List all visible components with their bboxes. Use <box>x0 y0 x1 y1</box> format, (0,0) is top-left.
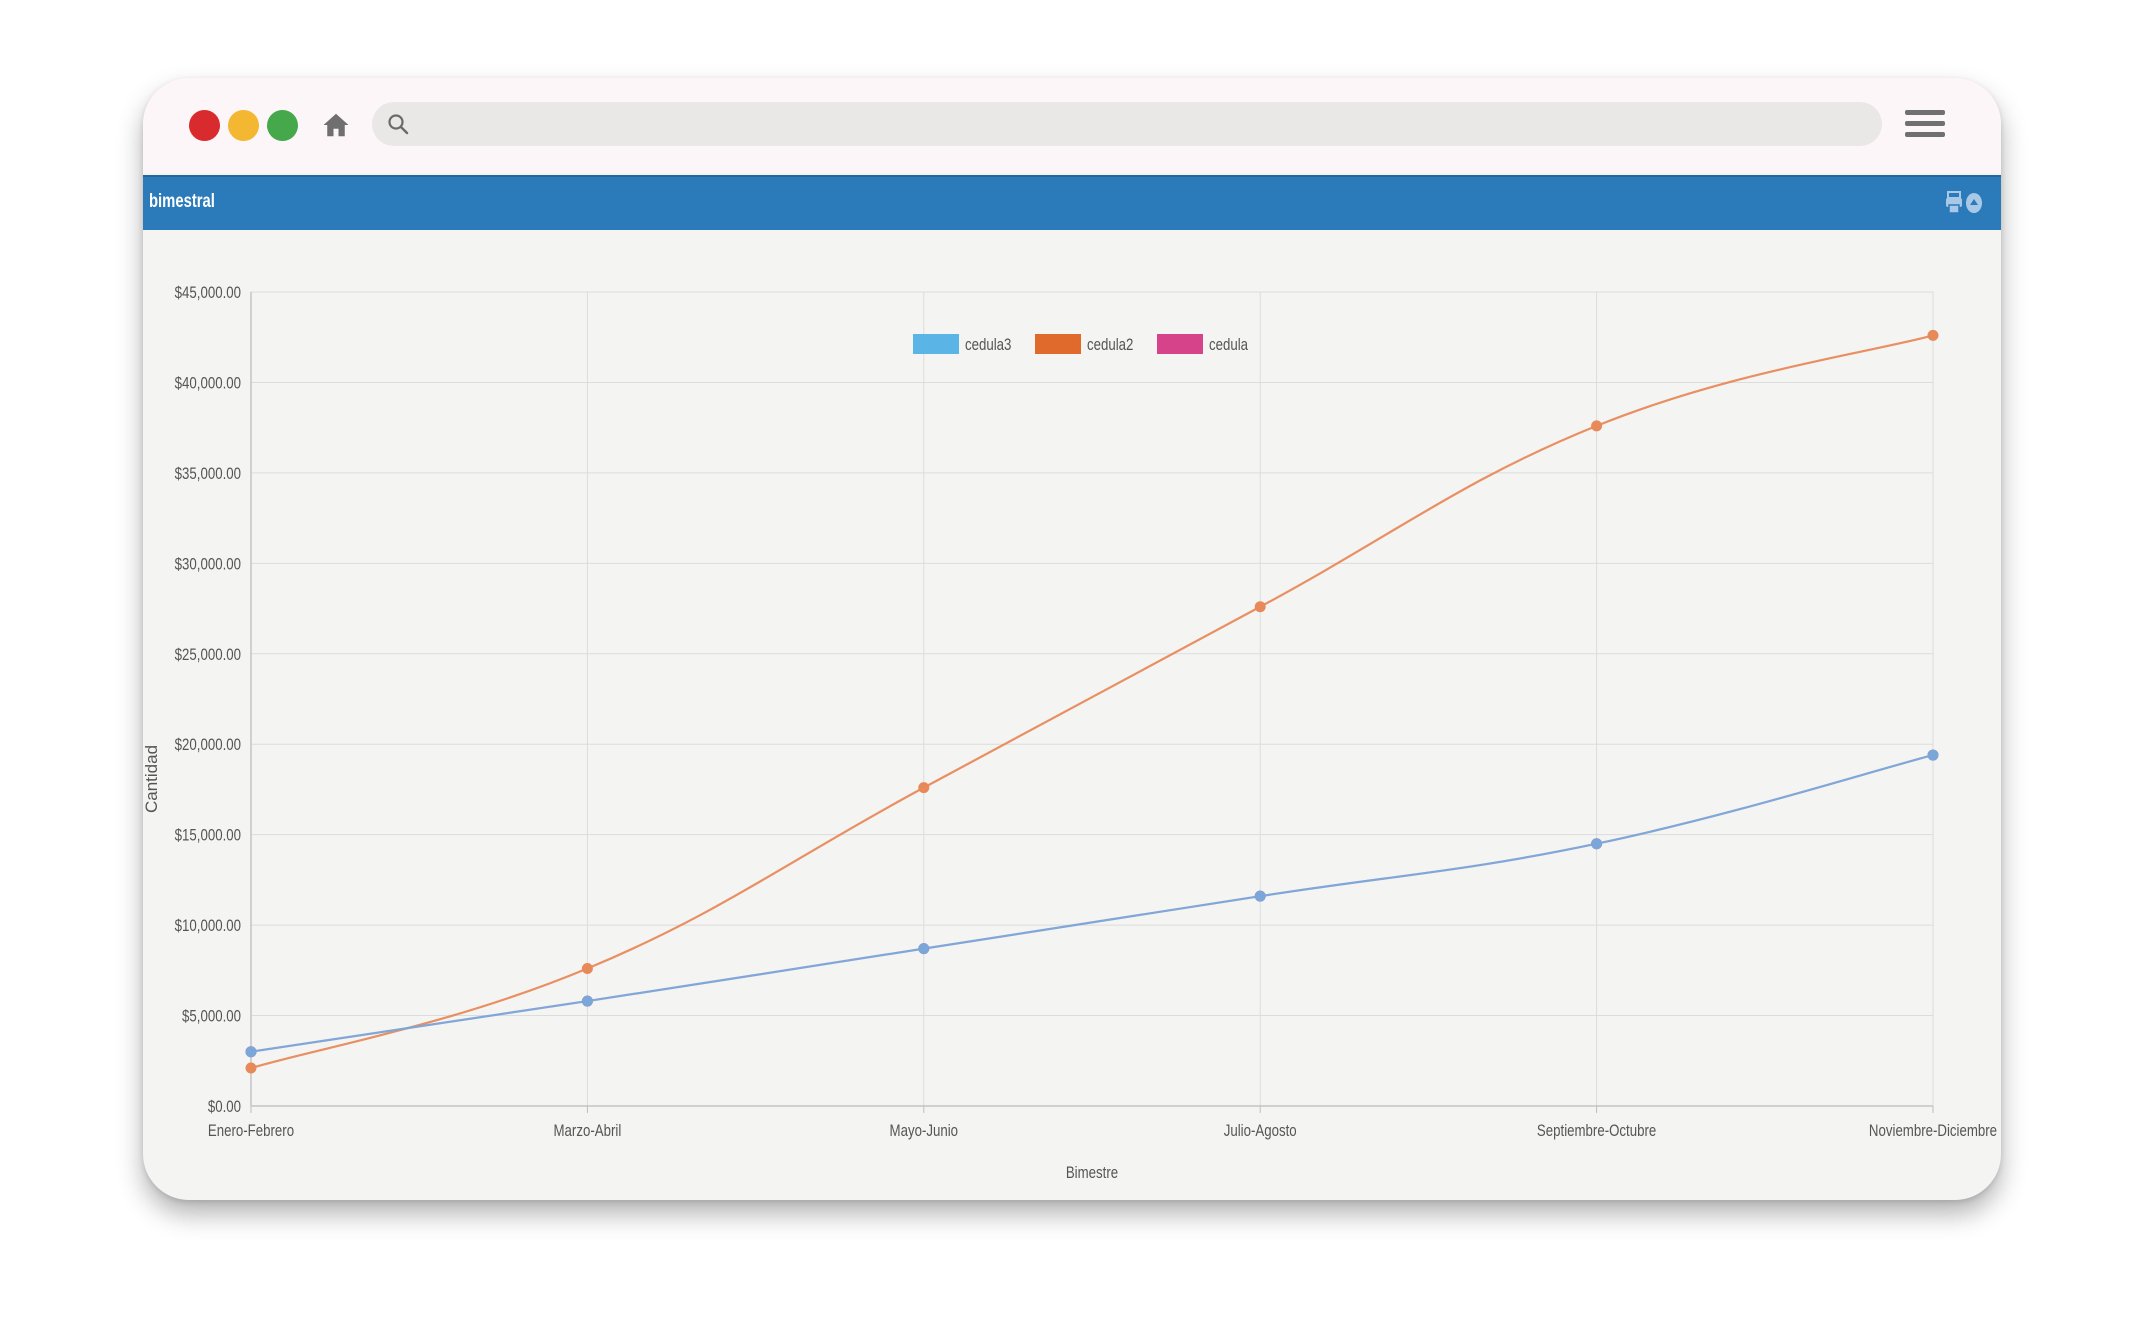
legend-swatch-cedula[interactable] <box>1157 334 1203 354</box>
x-tick-label: Julio-Agosto <box>1224 1122 1297 1141</box>
y-tick-label: $25,000.00 <box>175 645 241 664</box>
print-icon[interactable] <box>1944 190 1964 216</box>
data-point-cedula2[interactable] <box>1591 420 1603 432</box>
search-icon <box>388 114 409 135</box>
data-point-cedula3[interactable] <box>918 943 930 955</box>
line-chart: $0.00 $5,000.00 $10,000.00 $15,000.00 $20,00… <box>143 284 1997 1183</box>
data-point-cedula3[interactable] <box>581 995 593 1007</box>
y-tick-label: $20,000.00 <box>175 736 241 755</box>
y-tick-label: $40,000.00 <box>175 374 241 393</box>
y-axis-title: Cantidad <box>143 745 161 813</box>
data-point-cedula2[interactable] <box>245 1062 257 1074</box>
y-tick-label: $45,000.00 <box>175 284 241 303</box>
x-tick-label: Mayo-Junio <box>890 1122 958 1141</box>
series-line-cedula3 <box>250 754 1934 1053</box>
series-line-cedula <box>250 754 1934 1053</box>
data-point-cedula2[interactable] <box>1254 601 1266 613</box>
address-bar[interactable] <box>372 102 1882 146</box>
series-line-cedula2 <box>250 334 1934 1070</box>
menu-icon[interactable] <box>1905 108 1945 140</box>
panel-title: bimestral <box>149 191 215 212</box>
legend-label-cedula2[interactable]: cedula2 <box>1087 336 1133 355</box>
y-tick-label: $5,000.00 <box>182 1007 241 1026</box>
chart-series <box>245 329 1939 1074</box>
chart-axes: $0.00 $5,000.00 $10,000.00 $15,000.00 $20,00… <box>175 284 1997 1141</box>
legend-swatch-cedula2[interactable] <box>1035 334 1081 354</box>
y-tick-label: $15,000.00 <box>175 826 241 845</box>
y-tick-label: $35,000.00 <box>175 464 241 483</box>
chart-legend: cedula3 cedula2 cedula <box>913 334 1249 354</box>
maximize-window-button[interactable] <box>267 110 298 141</box>
x-tick-label: Septiembre-Octubre <box>1537 1122 1656 1141</box>
data-point-cedula2[interactable] <box>918 782 930 794</box>
x-tick-label: Marzo-Abril <box>554 1122 622 1141</box>
data-point-cedula2[interactable] <box>581 963 593 975</box>
data-point-cedula3[interactable] <box>1927 749 1939 761</box>
close-window-button[interactable] <box>189 110 220 141</box>
panel-header: bimestral <box>143 175 2001 230</box>
legend-label-cedula[interactable]: cedula <box>1209 336 1249 355</box>
y-tick-label: $30,000.00 <box>175 555 241 574</box>
legend-label-cedula3[interactable]: cedula3 <box>965 336 1011 355</box>
y-tick-label: $0.00 <box>208 1098 241 1117</box>
data-point-cedula3[interactable] <box>245 1046 257 1058</box>
home-icon[interactable] <box>321 110 351 140</box>
x-tick-label: Noviembre-Diciembre <box>1869 1122 1997 1141</box>
settings-icon[interactable] <box>1964 190 1984 216</box>
browser-window: bimestral $0.00 $5,000.00 $10,000.00 $15,00… <box>143 78 2001 1200</box>
chart-grid <box>250 291 1934 1107</box>
data-point-cedula2[interactable] <box>1927 329 1939 341</box>
data-point-cedula3[interactable] <box>1254 890 1266 902</box>
x-tick-label: Enero-Febrero <box>208 1122 294 1141</box>
data-point-cedula3[interactable] <box>1591 838 1603 850</box>
y-tick-label: $10,000.00 <box>175 917 241 936</box>
browser-toolbar <box>143 78 2001 173</box>
minimize-window-button[interactable] <box>228 110 259 141</box>
x-axis-title: Bimestre <box>1066 1164 1118 1183</box>
address-input[interactable] <box>420 108 1864 142</box>
legend-swatch-cedula3[interactable] <box>913 334 959 354</box>
